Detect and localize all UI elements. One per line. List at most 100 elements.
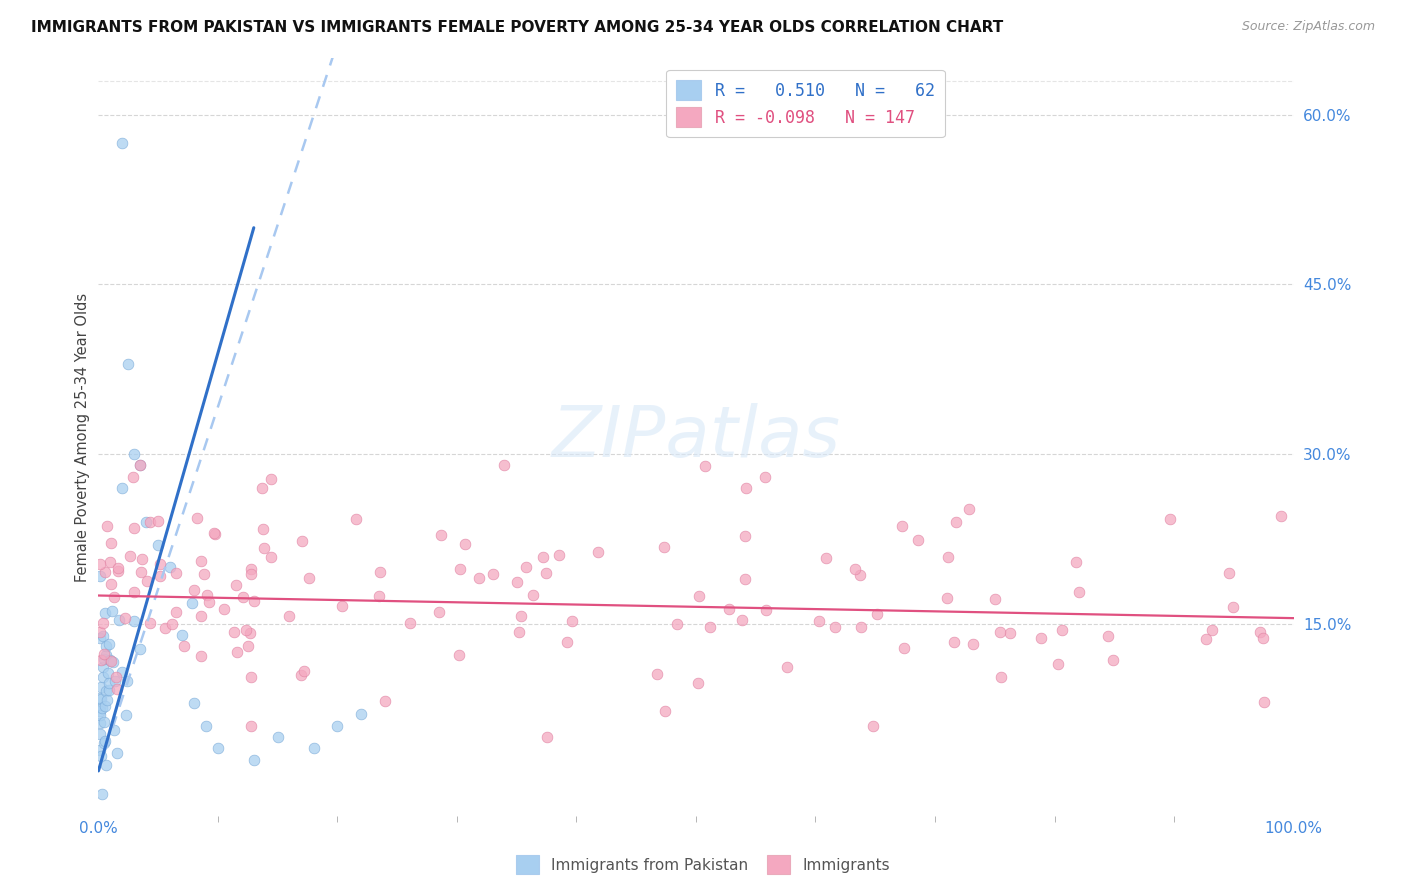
- Point: [159, 560, 181, 574]
- Point: [506, 575, 529, 590]
- Point: [190, 609, 212, 624]
- Point: [326, 719, 349, 733]
- Point: [427, 605, 450, 619]
- Point: [197, 588, 219, 602]
- Point: [94, 606, 117, 620]
- Point: [100, 536, 122, 550]
- Point: [515, 560, 537, 574]
- Point: [117, 357, 139, 371]
- Point: [111, 665, 134, 680]
- Point: [190, 553, 212, 567]
- Point: [260, 549, 283, 564]
- Point: [344, 512, 367, 526]
- Point: [90, 692, 112, 706]
- Point: [652, 540, 675, 554]
- Point: [645, 666, 668, 681]
- Point: [374, 694, 396, 708]
- Point: [370, 565, 392, 579]
- Point: [1097, 628, 1119, 642]
- Point: [91, 660, 114, 674]
- Point: [96, 639, 118, 653]
- Point: [226, 645, 249, 659]
- Point: [243, 753, 266, 767]
- Point: [89, 700, 111, 714]
- Point: [398, 615, 420, 630]
- Point: [114, 707, 136, 722]
- Text: ZIPatlas: ZIPatlas: [551, 402, 841, 472]
- Point: [124, 585, 146, 599]
- Point: [665, 616, 688, 631]
- Point: [754, 469, 776, 483]
- Point: [330, 599, 353, 614]
- Point: [97, 637, 120, 651]
- Legend: R =   0.510   N =   62, R = -0.098   N = 147: R = 0.510 N = 62, R = -0.098 N = 147: [666, 70, 945, 137]
- Point: [236, 639, 259, 653]
- Point: [239, 670, 262, 684]
- Point: [815, 550, 838, 565]
- Point: [1218, 566, 1240, 581]
- Point: [124, 447, 146, 461]
- Point: [536, 730, 558, 744]
- Point: [957, 502, 980, 516]
- Point: [1201, 623, 1223, 637]
- Text: IMMIGRANTS FROM PAKISTAN VS IMMIGRANTS FEMALE POVERTY AMONG 25-34 YEAR OLDS CORR: IMMIGRANTS FROM PAKISTAN VS IMMIGRANTS F…: [31, 20, 1004, 35]
- Point: [100, 654, 122, 668]
- Point: [98, 676, 121, 690]
- Point: [866, 607, 889, 622]
- Point: [148, 514, 170, 528]
- Point: [824, 620, 846, 634]
- Point: [148, 538, 170, 552]
- Point: [94, 684, 117, 698]
- Point: [536, 566, 558, 580]
- Point: [735, 481, 758, 495]
- Point: [350, 707, 373, 722]
- Point: [89, 625, 111, 640]
- Point: [89, 631, 111, 645]
- Point: [98, 555, 121, 569]
- Point: [93, 715, 115, 730]
- Point: [240, 566, 263, 581]
- Point: [173, 639, 195, 653]
- Point: [260, 472, 283, 486]
- Point: [253, 541, 276, 555]
- Point: [101, 604, 124, 618]
- Point: [131, 552, 153, 566]
- Point: [654, 705, 676, 719]
- Point: [90, 680, 112, 694]
- Point: [89, 558, 111, 572]
- Point: [181, 596, 204, 610]
- Point: [98, 682, 121, 697]
- Point: [998, 626, 1021, 640]
- Point: [136, 574, 159, 588]
- Point: [90, 787, 112, 801]
- Point: [240, 719, 263, 733]
- Point: [101, 655, 124, 669]
- Point: [509, 609, 531, 624]
- Point: [1050, 624, 1073, 638]
- Point: [90, 701, 112, 715]
- Point: [481, 567, 503, 582]
- Point: [107, 561, 129, 575]
- Point: [776, 660, 799, 674]
- Point: [139, 516, 162, 530]
- Point: [267, 730, 290, 744]
- Point: [89, 716, 111, 731]
- Point: [292, 664, 315, 678]
- Point: [122, 614, 145, 628]
- Point: [108, 613, 131, 627]
- Point: [183, 696, 205, 710]
- Point: [252, 481, 274, 495]
- Point: [94, 648, 117, 663]
- Point: [111, 481, 134, 495]
- Point: [686, 676, 709, 690]
- Point: [103, 590, 125, 604]
- Point: [204, 527, 226, 541]
- Point: [135, 515, 157, 529]
- Point: [893, 641, 915, 656]
- Point: [945, 515, 967, 529]
- Point: [96, 519, 118, 533]
- Point: [105, 670, 128, 684]
- Point: [94, 734, 117, 748]
- Point: [193, 567, 215, 582]
- Point: [430, 528, 453, 542]
